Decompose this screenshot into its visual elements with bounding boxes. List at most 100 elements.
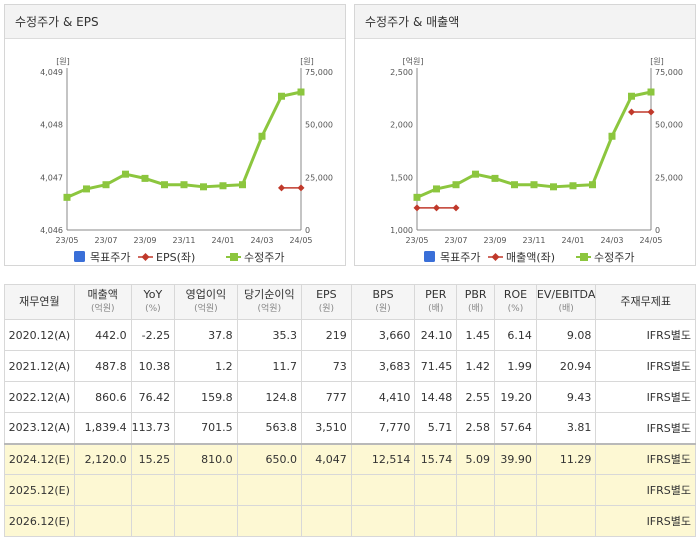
value-cell: 1.99 <box>494 350 537 382</box>
x-tick-label: 24/03 <box>250 236 273 245</box>
data-point <box>122 170 129 178</box>
value-cell: 777 <box>301 381 352 413</box>
value-cell <box>130 474 176 506</box>
value-cell: 19.20 <box>494 381 537 413</box>
value-cell: 563.8 <box>236 412 303 444</box>
value-cell <box>456 474 496 506</box>
left-tick-label: 2,500 <box>390 68 413 77</box>
data-point <box>433 185 440 193</box>
value-cell <box>73 474 132 506</box>
data-point <box>278 184 285 192</box>
column-header-label: 매출액 <box>87 288 118 301</box>
value-cell: 39.90 <box>494 442 537 475</box>
value-cell <box>535 505 597 537</box>
period-cell: 2025.12(E) <box>4 474 75 506</box>
column-header: 당기순이익 (억원) <box>236 284 303 320</box>
column-header: YoY (%) <box>130 284 176 320</box>
data-point <box>647 108 655 116</box>
x-tick-label: 24/01 <box>561 236 584 245</box>
right-tick-label: 75,000 <box>655 68 683 77</box>
value-cell: 4,410 <box>350 381 416 413</box>
value-cell: 2.58 <box>456 412 496 444</box>
value-cell <box>494 474 537 506</box>
value-cell: 37.8 <box>174 319 238 351</box>
column-header-label: 주재무제표 <box>620 295 671 308</box>
legend-swatch <box>230 253 238 261</box>
data-point <box>491 174 499 182</box>
value-cell: 35.3 <box>236 319 303 351</box>
column-header-unit: (%) <box>507 304 524 314</box>
value-cell: 4,047 <box>301 442 352 475</box>
left-tick-label: 4,048 <box>40 121 63 130</box>
data-point <box>141 174 149 182</box>
value-cell: 113.73 <box>130 412 176 444</box>
legend-label: EPS(좌) <box>156 251 195 264</box>
value-cell: 860.6 <box>73 381 132 413</box>
column-header: PBR (배) <box>456 284 496 320</box>
column-header: 재무연월 <box>4 284 75 320</box>
x-tick-label: 23/09 <box>483 236 506 245</box>
left-tick-label: 4,049 <box>40 68 63 77</box>
x-tick-label: 23/07 <box>94 236 117 245</box>
column-header: EV/EBITDA (배) <box>535 284 597 320</box>
data-point <box>433 204 440 212</box>
right-tick-label: 0 <box>655 226 660 235</box>
value-cell <box>130 505 176 537</box>
column-header: BPS (원) <box>350 284 416 320</box>
value-cell: 11.29 <box>535 442 597 475</box>
sales-chart-panel: 수정주가 & 매출액 [억원] [원] 2,500 2,000 1,500 1,000 75… <box>354 4 696 266</box>
data-point <box>258 132 266 140</box>
column-header-unit: (배) <box>558 304 574 314</box>
legend-swatch <box>491 253 500 261</box>
x-tick-label: 23/05 <box>405 236 428 245</box>
data-point <box>413 193 421 201</box>
value-cell <box>301 505 352 537</box>
data-point <box>239 181 246 189</box>
right-tick-label: 25,000 <box>305 173 333 182</box>
left-tick-label: 2,000 <box>390 121 413 130</box>
data-point <box>472 170 479 178</box>
legend-label: 매출액(좌) <box>506 251 555 264</box>
column-header-unit: (배) <box>467 304 484 314</box>
data-point <box>83 185 90 193</box>
value-cell <box>236 474 303 506</box>
value-cell <box>456 505 496 537</box>
legend-swatch <box>141 253 150 261</box>
value-cell: 9.43 <box>535 381 597 413</box>
period-cell: 2020.12(A) <box>4 319 75 351</box>
data-point <box>628 108 635 116</box>
table-header-row: 재무연월 매출액 (억원) YoY (%) 영업이익 (억원) 당기순이익 (억원) EPS (원)… <box>4 284 696 320</box>
data-point <box>530 181 538 189</box>
value-cell: 2.55 <box>456 381 496 413</box>
value-cell: 1.42 <box>456 350 496 382</box>
column-header-label: 영업이익 <box>185 288 227 301</box>
table-body: 2020.12(A) 442.0 -2.25 37.8 35.3 219 3,660 24.1… <box>4 319 696 537</box>
value-cell <box>174 474 238 506</box>
value-cell: -2.25 <box>130 319 176 351</box>
data-point <box>161 181 168 189</box>
column-header: ROE (%) <box>494 284 537 320</box>
legend-swatch <box>580 253 588 261</box>
statement-type-cell: IFRS별도 <box>595 319 696 351</box>
column-header-label: 당기순이익 <box>244 288 295 301</box>
left-tick-label: 1,500 <box>390 173 413 182</box>
data-point <box>297 184 305 192</box>
period-cell: 2026.12(E) <box>4 505 75 537</box>
value-cell: 1,839.4 <box>73 412 132 444</box>
value-cell <box>350 505 416 537</box>
statement-type-cell: IFRS별도 <box>595 442 696 475</box>
column-header-unit: (%) <box>145 304 161 314</box>
value-cell: 15.74 <box>414 442 458 475</box>
legend-label: 목표주가 <box>90 251 130 264</box>
value-cell: 5.71 <box>414 412 458 444</box>
right-tick-label: 75,000 <box>305 68 333 77</box>
value-cell: 124.8 <box>236 381 303 413</box>
table-row: 2020.12(A) 442.0 -2.25 37.8 35.3 219 3,660 24.1… <box>4 319 696 351</box>
x-tick-label: 24/05 <box>639 236 662 245</box>
legend-item: 목표주가 <box>424 251 480 264</box>
column-header-label: BPS <box>372 288 394 301</box>
x-tick-label: 24/03 <box>600 236 623 245</box>
value-cell: 5.09 <box>456 442 496 475</box>
value-cell: 3,660 <box>350 319 416 351</box>
statement-type-cell: IFRS별도 <box>595 381 696 413</box>
